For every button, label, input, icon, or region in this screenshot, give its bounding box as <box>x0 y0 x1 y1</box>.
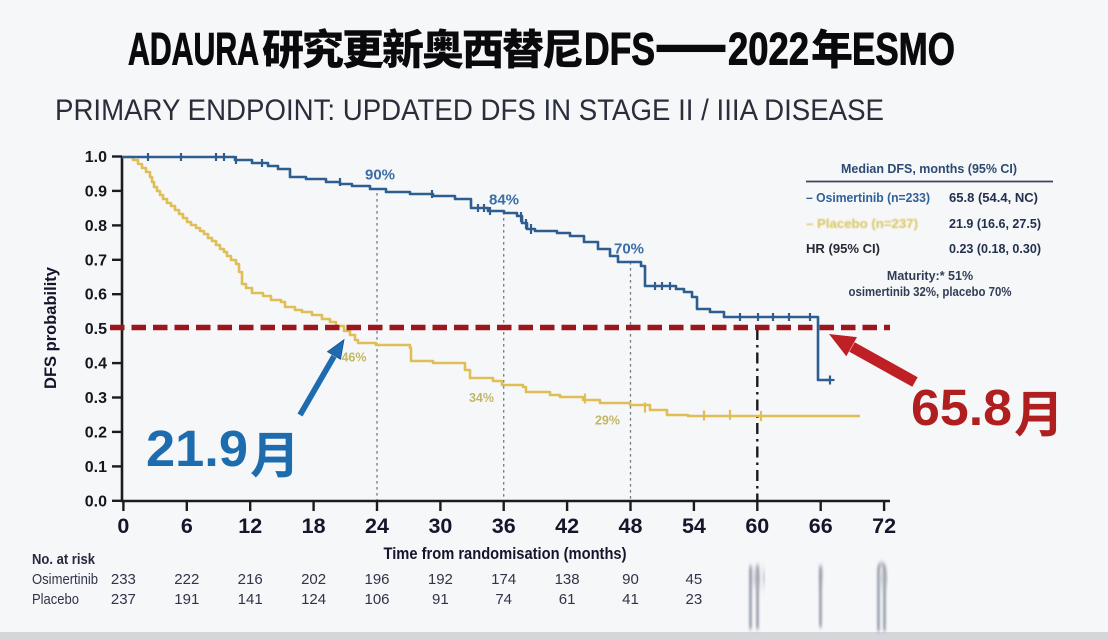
svg-text:0.8: 0.8 <box>85 218 107 235</box>
svg-text:84%: 84% <box>489 192 519 209</box>
svg-text:12: 12 <box>238 514 262 538</box>
svg-text:216: 216 <box>238 571 263 588</box>
svg-text:41: 41 <box>622 591 639 608</box>
svg-text:ADAURA: ADAURA <box>128 24 259 75</box>
svg-text:23: 23 <box>686 591 703 608</box>
svg-text:46%: 46% <box>341 351 366 365</box>
svg-text:124: 124 <box>301 591 326 608</box>
svg-text:0.6: 0.6 <box>85 287 107 304</box>
svg-text:DFS: DFS <box>584 24 655 75</box>
svg-text:Time from randomisation (month: Time from randomisation (months) <box>384 544 627 563</box>
svg-text:90%: 90% <box>365 167 395 184</box>
svg-text:65.8: 65.8 <box>911 379 1012 436</box>
svg-text:106: 106 <box>364 591 389 608</box>
svg-text:222: 222 <box>174 571 199 588</box>
svg-text:21.9: 21.9 <box>146 420 248 477</box>
svg-text:29%: 29% <box>595 414 620 428</box>
svg-text:191: 191 <box>174 591 199 608</box>
svg-text:Placebo: Placebo <box>32 591 79 608</box>
svg-text:21.9 (16.6, 27.5): 21.9 (16.6, 27.5) <box>949 216 1041 231</box>
svg-text:– Placebo (n=237): – Placebo (n=237) <box>806 216 918 231</box>
svg-text:0: 0 <box>117 514 129 538</box>
svg-text:72: 72 <box>872 514 896 538</box>
svg-text:30: 30 <box>749 570 766 587</box>
svg-text:30: 30 <box>428 514 452 538</box>
svg-text:90: 90 <box>622 571 639 588</box>
svg-text:42: 42 <box>555 514 579 538</box>
svg-text:0.23 (0.18, 0.30): 0.23 (0.18, 0.30) <box>949 241 1041 256</box>
svg-text:0.1: 0.1 <box>85 459 107 476</box>
svg-text:HR (95% CI): HR (95% CI) <box>806 241 880 256</box>
svg-text:0.7: 0.7 <box>85 252 107 269</box>
svg-text:54: 54 <box>682 514 706 538</box>
svg-text:74: 74 <box>495 591 512 608</box>
svg-text:1.0: 1.0 <box>85 149 107 166</box>
svg-text:0.4: 0.4 <box>85 356 107 373</box>
svg-text:233: 233 <box>111 571 136 588</box>
svg-text:ESMO: ESMO <box>852 24 955 75</box>
svg-text:2022: 2022 <box>728 24 809 75</box>
svg-text:Osimertinib: Osimertinib <box>32 571 98 588</box>
svg-text:48: 48 <box>619 514 643 538</box>
svg-text:196: 196 <box>364 571 389 588</box>
svg-text:osimertinib 32%, placebo 70%: osimertinib 32%, placebo 70% <box>849 285 1012 299</box>
svg-text:91: 91 <box>432 591 449 608</box>
svg-text:0.5: 0.5 <box>85 321 107 338</box>
svg-text:202: 202 <box>301 571 326 588</box>
svg-text:0.0: 0.0 <box>85 493 107 510</box>
svg-text:6: 6 <box>181 514 193 538</box>
svg-text:138: 138 <box>555 571 580 588</box>
svg-text:70%: 70% <box>614 241 644 258</box>
svg-text:18: 18 <box>302 514 326 538</box>
svg-text:PRIMARY ENDPOINT: UPDATED DFS: PRIMARY ENDPOINT: UPDATED DFS IN STAGE I… <box>55 94 884 127</box>
svg-text:237: 237 <box>111 591 136 608</box>
svg-text:65.8 (54.4, NC): 65.8 (54.4, NC) <box>949 190 1038 205</box>
svg-text:60: 60 <box>745 514 769 538</box>
svg-text:141: 141 <box>238 591 263 608</box>
svg-text:61: 61 <box>559 591 576 608</box>
svg-text:34%: 34% <box>469 391 494 405</box>
svg-text:Median DFS, months (95% CI): Median DFS, months (95% CI) <box>841 161 1017 176</box>
svg-text:No. at risk: No. at risk <box>32 551 96 568</box>
svg-text:DFS probability: DFS probability <box>42 266 60 389</box>
svg-text:45: 45 <box>686 571 703 588</box>
svg-text:192: 192 <box>428 571 453 588</box>
svg-text:0.2: 0.2 <box>85 424 107 441</box>
svg-text:0: 0 <box>880 570 888 587</box>
svg-text:174: 174 <box>491 571 516 588</box>
svg-text:Maturity:* 51%: Maturity:* 51% <box>887 269 973 283</box>
svg-text:7: 7 <box>817 570 825 587</box>
svg-text:0.9: 0.9 <box>85 183 107 200</box>
svg-text:36: 36 <box>492 514 516 538</box>
svg-text:– Osimertinib (n=233): – Osimertinib (n=233) <box>806 190 930 205</box>
svg-text:0.3: 0.3 <box>85 390 107 407</box>
svg-text:66: 66 <box>809 514 833 538</box>
svg-text:24: 24 <box>365 514 389 538</box>
